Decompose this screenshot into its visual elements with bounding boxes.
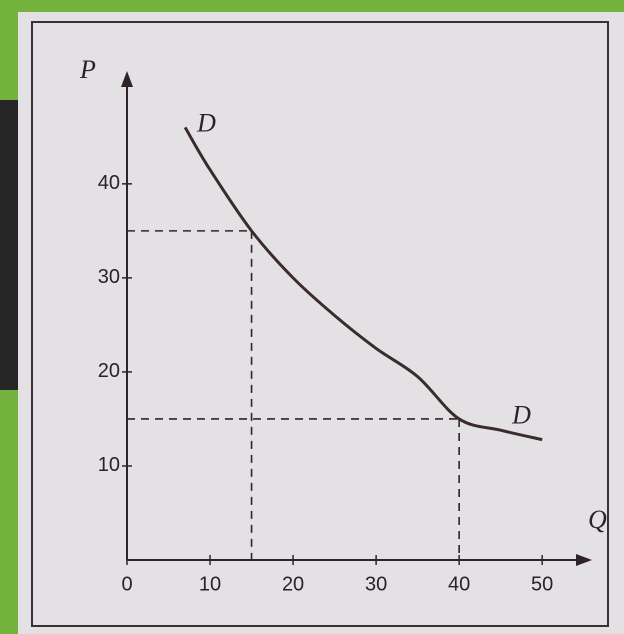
y-tick-label: 30 bbox=[98, 266, 120, 288]
y-tick-label: 20 bbox=[98, 360, 120, 382]
x-tick-label: 20 bbox=[282, 573, 304, 595]
page: P Q 0102030405010203040DD (() => { const… bbox=[0, 0, 624, 634]
chart: P Q 0 10 20 30 40 50 10 20 30 40 D D bbox=[0, 0, 624, 634]
x-tick-label: 30 bbox=[365, 573, 387, 595]
y-tick-label: 10 bbox=[98, 454, 120, 476]
x-tick-label: 0 bbox=[121, 573, 132, 595]
y-axis-label: P bbox=[79, 55, 96, 84]
x-tick-label: 10 bbox=[199, 573, 221, 595]
x-axis-label: Q bbox=[588, 505, 607, 534]
x-tick-label: 50 bbox=[531, 573, 553, 595]
y-tick-label: 40 bbox=[98, 172, 120, 194]
curve-label: D bbox=[511, 401, 531, 430]
x-tick-label: 40 bbox=[448, 573, 470, 595]
paper bbox=[18, 12, 624, 634]
curve-label: D bbox=[196, 108, 216, 137]
